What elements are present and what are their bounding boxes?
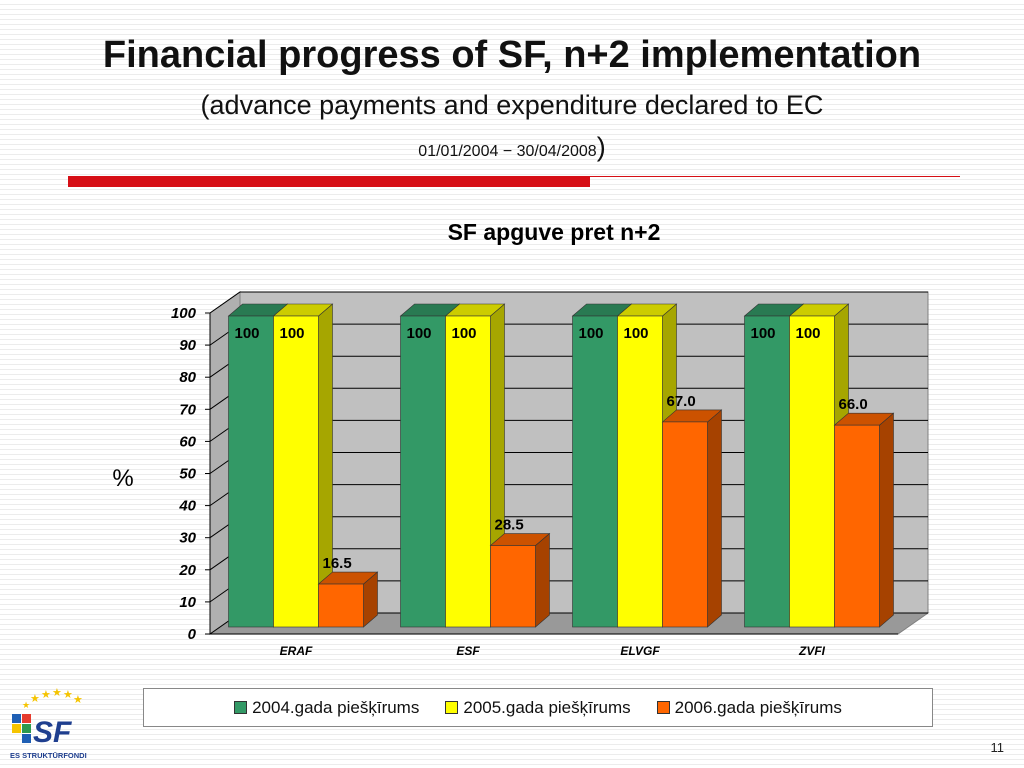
bar: [273, 315, 319, 628]
y-tick-label: 30: [179, 530, 196, 547]
es-strukturfondi-logo: ★ ★ ★ ★ ★ ★ SF ES STRUKTŪRFONDI: [10, 687, 87, 760]
data-label: 66.0: [839, 396, 868, 413]
bar: [617, 315, 663, 628]
gridline: [209, 291, 928, 314]
svg-text:★: ★: [73, 694, 83, 706]
date-range: 01/01/2004 − 30/04/2008: [418, 143, 597, 160]
bar: [490, 545, 536, 628]
y-axis-label: %: [112, 465, 133, 492]
y-tick-label: 10: [179, 594, 196, 611]
legend-label-2005: 2005.gada piešķīrums: [463, 697, 631, 717]
chart-legend: 2004.gada piešķīrums 2005.gada piešķīrum…: [143, 688, 933, 727]
colored-squares-icon: [12, 714, 31, 743]
data-label: 67.0: [667, 393, 696, 410]
legend-swatch-2004: [234, 701, 248, 714]
svg-text:★: ★: [63, 689, 73, 701]
svg-text:★: ★: [41, 689, 51, 701]
data-label: 100: [751, 325, 776, 342]
chart-title: SF apguve pret n+2: [448, 219, 661, 245]
data-label: 100: [579, 325, 604, 342]
legend-label-2004: 2004.gada piešķīrums: [252, 697, 420, 717]
bar: [445, 315, 491, 628]
y-tick-label: 90: [179, 337, 196, 354]
bar: [789, 315, 835, 628]
thin-divider-line: [590, 176, 960, 177]
legend-label-2006: 2006.gada piešķīrums: [674, 697, 842, 717]
y-tick-label: 50: [179, 466, 196, 483]
x-tick-label: ZVFI: [798, 644, 826, 658]
bar-side: [707, 409, 722, 628]
data-label: 100: [624, 325, 649, 342]
legend-item-2005: 2005.gada piešķīrums: [445, 697, 631, 718]
slide-title: Financial progress of SF, n+2 implementa…: [102, 34, 922, 76]
data-label: 100: [407, 325, 432, 342]
legend-swatch-2005: [445, 701, 459, 714]
legend-item-2004: 2004.gada piešķīrums: [234, 698, 419, 718]
red-divider-bar: [68, 176, 590, 187]
data-label: 100: [235, 325, 260, 342]
eu-stars-icon: ★ ★ ★ ★ ★ ★: [22, 687, 83, 710]
y-tick-label: 20: [178, 562, 196, 579]
data-label: 100: [452, 325, 477, 342]
date-range-line: 01/01/2004 − 30/04/2008): [0, 132, 1024, 163]
bar: [400, 315, 446, 628]
bar-side: [879, 412, 894, 628]
logo-caption: ES STRUKTŪRFONDI: [10, 751, 87, 760]
svg-text:★: ★: [30, 693, 40, 705]
x-tick-label: ESF: [456, 644, 480, 658]
logo-sf-text: SF: [33, 716, 72, 749]
data-label: 100: [796, 325, 821, 342]
bar: [228, 315, 274, 628]
data-label: 16.5: [323, 555, 352, 572]
x-tick-label: ELVGF: [620, 644, 660, 658]
closing-parenthesis: ): [596, 132, 606, 162]
bar: [744, 315, 790, 628]
legend-item-2006: 2006.gada piešķīrums: [656, 697, 842, 718]
x-tick-label: ERAF: [280, 644, 313, 658]
slide-subtitle: (advance payments and expenditure declar…: [200, 90, 824, 120]
bar: [318, 583, 364, 628]
data-label: 100: [280, 325, 305, 342]
y-tick-label: 60: [179, 433, 196, 450]
bar-side: [535, 532, 550, 628]
page-number: 11: [990, 740, 1005, 755]
y-tick-label: 80: [179, 369, 196, 386]
svg-text:★: ★: [52, 687, 62, 699]
chart-plot: 0 10 20 30 40 50 60 70 80 90 100% SF apguve pret n+…: [112, 219, 930, 658]
y-tick-label: 40: [178, 498, 196, 515]
bar: [572, 315, 618, 628]
y-tick-label: 70: [179, 401, 196, 418]
legend-swatch-2006: [656, 701, 670, 714]
svg-text:★: ★: [22, 700, 30, 710]
y-tick-label: 0: [188, 626, 197, 643]
data-label: 28.5: [495, 517, 524, 534]
bar: [662, 421, 708, 628]
bar: [834, 424, 880, 628]
y-tick-label: 100: [171, 305, 197, 322]
